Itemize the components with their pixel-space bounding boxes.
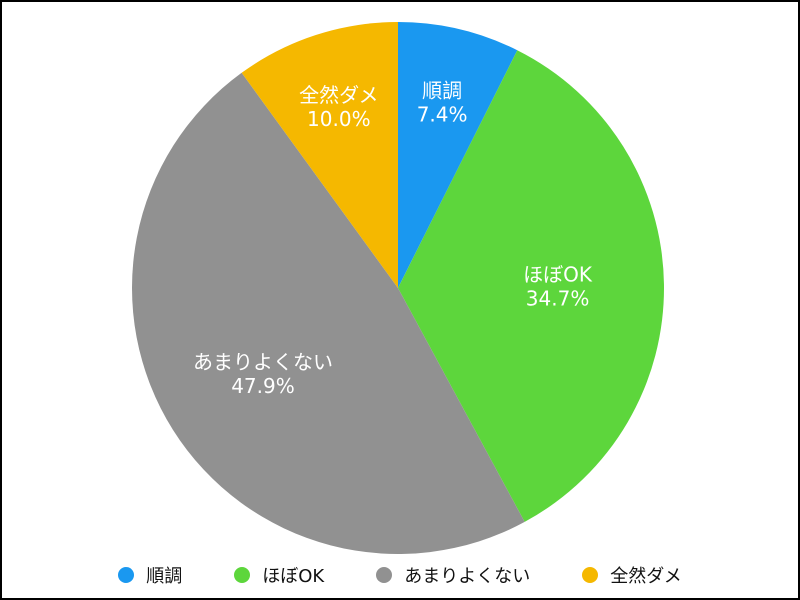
legend-marker-hobo-ok [234, 567, 251, 583]
slice-label-zenzen-dame: 全然ダメ [299, 83, 378, 107]
slice-label-hobo-ok: ほぼOK [523, 262, 593, 286]
legend-label-amari-yokunai: あまりよくない [404, 566, 531, 587]
slice-value-amari-yokunai: 47.9% [231, 374, 295, 398]
slice-value-zenzen-dame: 10.0% [307, 107, 371, 131]
legend-label-zenzen-dame: 全然ダメ [610, 566, 682, 587]
pie-slice-hobo-ok [398, 50, 664, 522]
legend-label-juncho: 順調 [146, 566, 183, 587]
slice-label-juncho: 順調 [422, 79, 462, 103]
pie-slice-juncho [398, 22, 518, 288]
legend-item-zenzen-dame: 全然ダメ [582, 562, 682, 588]
slice-value-juncho: 7.4% [417, 103, 468, 127]
legend-marker-zenzen-dame [582, 567, 599, 583]
pie-slice-zenzen-dame [241, 22, 398, 288]
slice-value-hobo-ok: 34.7% [526, 286, 590, 310]
slice-label-amari-yokunai: あまりよくない [193, 350, 333, 374]
legend-item-juncho: 順調 [118, 562, 182, 588]
legend-marker-amari-yokunai [376, 567, 393, 583]
legend-label-hobo-ok: ほぼOK [262, 566, 325, 587]
legend: 順調 ほぼOK あまりよくない 全然ダメ [2, 560, 798, 590]
legend-item-hobo-ok: ほぼOK [234, 562, 324, 588]
pie-slice-amari-yokunai [131, 72, 525, 555]
legend-marker-juncho [118, 567, 135, 583]
legend-item-amari-yokunai: あまりよくない [376, 562, 530, 588]
